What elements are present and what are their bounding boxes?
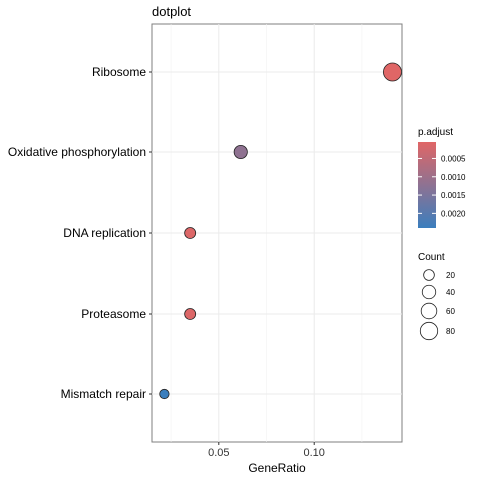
x-tick-label: 0.10 bbox=[304, 447, 325, 459]
size-legend-circle bbox=[419, 321, 439, 341]
color-legend-label: 0.0005 bbox=[441, 154, 466, 163]
size-legend-circle bbox=[420, 302, 438, 320]
y-tick-label: DNA replication bbox=[63, 226, 146, 240]
y-tick-label: Proteasome bbox=[81, 307, 146, 321]
color-legend-bar bbox=[418, 142, 436, 228]
chart-title: dotplot bbox=[152, 4, 191, 19]
y-tick-label: Ribosome bbox=[92, 65, 146, 79]
size-legend-label: 20 bbox=[446, 271, 455, 280]
size-legend-label: 40 bbox=[446, 288, 455, 297]
size-legend-circle bbox=[421, 284, 437, 300]
size-legend-label: 60 bbox=[446, 307, 455, 316]
color-legend-label: 0.0020 bbox=[441, 209, 466, 218]
color-legend-title: p.adjust bbox=[418, 127, 453, 138]
y-tick-label: Mismatch repair bbox=[61, 387, 146, 401]
y-tick-label: Oxidative phosphorylation bbox=[8, 145, 146, 159]
data-point bbox=[233, 144, 248, 160]
x-tick-label: 0.05 bbox=[208, 447, 229, 459]
color-legend-label: 0.0010 bbox=[441, 173, 466, 182]
x-axis-label: GeneRatio bbox=[248, 461, 306, 475]
x-axis: 0.05 0.10 bbox=[208, 442, 325, 459]
y-axis: Ribosome Oxidative phosphorylation DNA rep… bbox=[8, 65, 152, 401]
color-legend: p.adjust 0.0005 0.0010 0.0015 0.0020 bbox=[418, 127, 466, 228]
data-point bbox=[383, 62, 402, 82]
size-legend-title: Count bbox=[418, 252, 445, 263]
size-legend-circle bbox=[423, 269, 435, 281]
data-point bbox=[184, 308, 197, 320]
data-points bbox=[159, 62, 402, 400]
data-point bbox=[159, 388, 170, 400]
size-legend-label: 80 bbox=[446, 327, 455, 336]
data-point bbox=[184, 227, 197, 239]
color-legend-label: 0.0015 bbox=[441, 191, 466, 200]
size-legend: Count 20 40 60 80 bbox=[418, 252, 455, 341]
